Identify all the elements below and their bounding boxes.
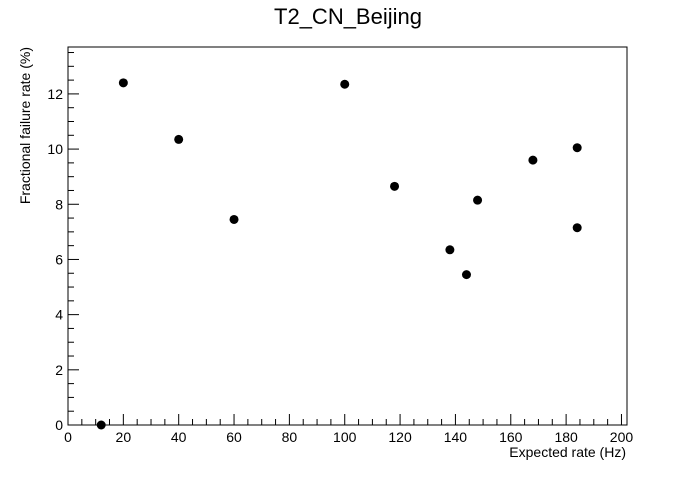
data-point [118, 78, 128, 88]
data-point [390, 181, 400, 191]
x-axis: 0 20 40 60 80 100 120 140 160 180 200 [64, 414, 633, 445]
plot-frame [67, 46, 628, 426]
x-tick-label: 20 [116, 429, 132, 445]
x-tick-label: 0 [64, 429, 72, 445]
x-tick-label: 200 [610, 429, 634, 445]
x-tick-label: 120 [388, 429, 412, 445]
y-tick-label: 10 [47, 141, 63, 157]
y-axis: 0 2 4 6 8 10 12 [47, 52, 79, 433]
data-point [572, 223, 582, 233]
x-tick-label: 160 [499, 429, 523, 445]
y-tick-label: 8 [55, 196, 63, 212]
y-axis-label: Fractional failure rate (%) [17, 47, 33, 204]
y-tick-label: 2 [55, 362, 63, 378]
y-tick-label: 0 [55, 417, 63, 433]
x-tick-label: 140 [444, 429, 468, 445]
data-point [340, 79, 350, 89]
y-tick-label: 12 [47, 86, 63, 102]
data-point [174, 134, 184, 144]
data-point [461, 270, 471, 280]
x-tick-label: 40 [171, 429, 187, 445]
x-tick-label: 60 [226, 429, 242, 445]
data-points [96, 78, 582, 430]
data-point [473, 195, 483, 205]
x-tick-label: 80 [282, 429, 298, 445]
x-tick-label: 180 [554, 429, 578, 445]
chart-title: T2_CN_Beijing [274, 4, 422, 29]
data-point [96, 420, 106, 430]
y-tick-label: 6 [55, 251, 63, 267]
data-point [572, 143, 582, 153]
data-point [528, 155, 538, 165]
y-tick-label: 4 [55, 307, 63, 323]
x-tick-label: 100 [333, 429, 357, 445]
x-axis-label: Expected rate (Hz) [509, 444, 626, 460]
data-point [445, 245, 455, 255]
data-point [229, 214, 239, 224]
